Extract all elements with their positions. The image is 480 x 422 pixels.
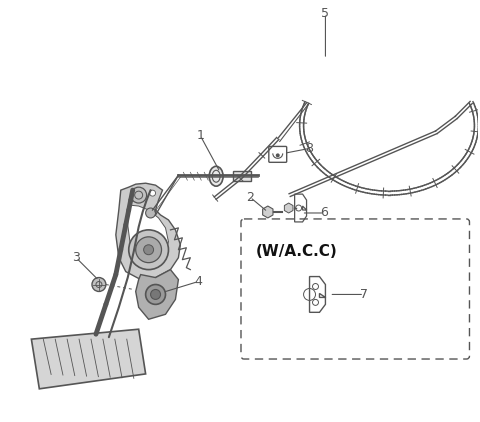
Text: 8: 8 (306, 142, 313, 155)
Text: 7: 7 (360, 288, 368, 301)
Polygon shape (116, 183, 180, 279)
Circle shape (151, 289, 160, 300)
Text: 5: 5 (322, 7, 329, 20)
Circle shape (131, 187, 146, 203)
Polygon shape (31, 329, 145, 389)
Text: 6: 6 (321, 206, 328, 219)
Circle shape (129, 230, 168, 270)
FancyBboxPatch shape (233, 171, 251, 181)
Circle shape (145, 208, 156, 218)
Text: 3: 3 (72, 251, 80, 264)
Ellipse shape (209, 166, 223, 186)
Circle shape (92, 278, 106, 292)
Text: 4: 4 (194, 275, 202, 288)
Circle shape (145, 284, 166, 304)
Text: (W/A.C.C): (W/A.C.C) (256, 244, 337, 259)
Polygon shape (136, 270, 179, 319)
Circle shape (144, 245, 154, 255)
Text: 1: 1 (196, 129, 204, 142)
Circle shape (276, 153, 280, 157)
Circle shape (136, 237, 162, 262)
Circle shape (140, 190, 145, 196)
Circle shape (150, 190, 156, 196)
Polygon shape (128, 205, 168, 264)
Text: 2: 2 (246, 191, 254, 203)
